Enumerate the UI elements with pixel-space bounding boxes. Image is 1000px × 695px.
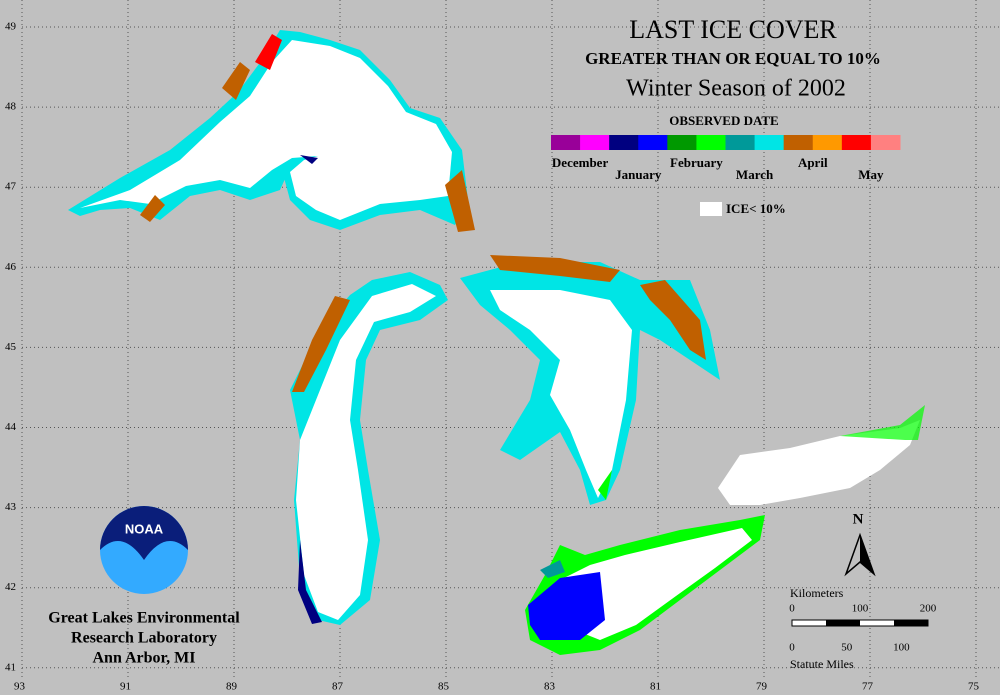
lon-label: 77 xyxy=(862,681,874,693)
lon-label: 81 xyxy=(650,681,661,693)
lon-label: 91 xyxy=(120,681,131,693)
lon-label: 83 xyxy=(544,681,556,693)
lake-michigan xyxy=(290,272,448,625)
lon-label: 85 xyxy=(438,681,450,693)
km-tick: 0 xyxy=(789,603,795,615)
legend-swatch xyxy=(812,135,843,150)
lat-label: 48 xyxy=(5,101,17,113)
legend-swatch xyxy=(580,135,610,150)
mi-tick: 0 xyxy=(789,642,795,654)
mi-tick: 50 xyxy=(841,642,853,654)
km-tick: 100 xyxy=(852,603,869,615)
subtitle: GREATER THAN OR EQUAL TO 10% xyxy=(585,49,881,68)
legend-title: OBSERVED DATE xyxy=(669,113,778,128)
legend-swatch xyxy=(609,135,639,150)
lat-label: 43 xyxy=(5,501,17,513)
lon-label: 87 xyxy=(332,681,344,693)
org-text: Great Lakes Environmental Research Labora… xyxy=(48,610,240,667)
legend-month: February xyxy=(670,155,723,170)
lake-ontario xyxy=(718,405,925,505)
north-arrow-fill xyxy=(860,535,874,574)
legend-swatch xyxy=(725,135,756,150)
lat-label: 47 xyxy=(5,181,17,193)
legend-swatch xyxy=(696,135,726,150)
legend-swatch xyxy=(667,135,697,150)
mi-tick: 100 xyxy=(893,642,910,654)
north-label: N xyxy=(853,511,864,527)
logo-text: NOAA xyxy=(125,521,164,536)
km-tick: 200 xyxy=(920,603,937,615)
lon-label: 89 xyxy=(226,681,238,693)
lake-erie xyxy=(525,515,765,655)
legend-swatch xyxy=(783,135,814,150)
legend-swatch xyxy=(754,135,785,150)
lat-label: 44 xyxy=(5,421,17,433)
org-line: Great Lakes Environmental xyxy=(48,610,240,627)
org-line: Research Laboratory xyxy=(71,630,217,647)
noaa-logo: NOAA xyxy=(100,506,188,594)
legend-month: May xyxy=(858,167,884,182)
title: LAST ICE COVER xyxy=(629,15,837,44)
org-line: Ann Arbor, MI xyxy=(93,650,196,667)
lon-label: 79 xyxy=(756,681,768,693)
lon-label: 93 xyxy=(14,681,26,693)
legend-month: March xyxy=(736,167,774,182)
legend-swatch xyxy=(551,135,581,150)
lake-huron xyxy=(460,255,720,505)
mi-title: Statute Miles xyxy=(790,657,854,671)
legend-white-swatch xyxy=(700,202,722,216)
lat-label: 46 xyxy=(5,261,17,273)
scale-bar: 0 100 200 0 50 100 xyxy=(789,603,937,654)
legend-month: January xyxy=(615,167,662,182)
legend-swatch xyxy=(841,135,872,150)
lat-label: 41 xyxy=(5,661,16,673)
lon-label: 75 xyxy=(968,681,980,693)
season: Winter Season of 2002 xyxy=(626,76,846,102)
legend-white-label: ICE< 10% xyxy=(726,201,786,216)
lat-label: 49 xyxy=(5,21,17,33)
legend-swatch xyxy=(870,135,901,150)
lake-superior xyxy=(68,30,475,232)
legend-month: December xyxy=(552,155,609,170)
lat-label: 45 xyxy=(5,341,17,353)
km-title: Kilometers xyxy=(790,586,844,600)
legend-month: April xyxy=(798,155,828,170)
legend: December January February March April May xyxy=(551,135,901,182)
lat-label: 42 xyxy=(5,581,16,593)
legend-swatch xyxy=(638,135,668,150)
